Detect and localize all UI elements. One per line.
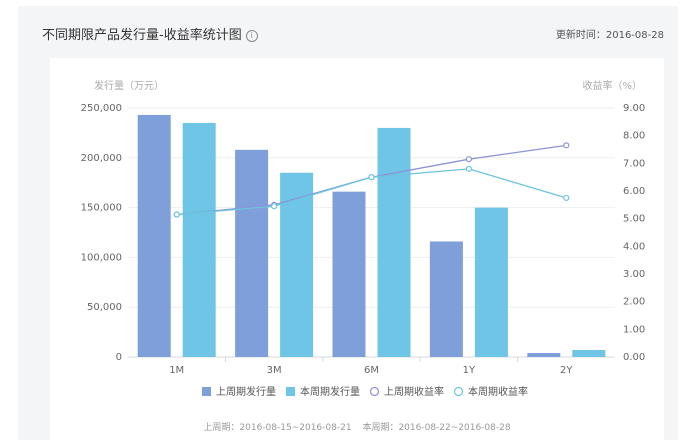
legend-swatch — [202, 387, 211, 396]
chart-card: 发行量（万元） 收益率（%） 0 50,000 100,000 150,000 200,00… — [50, 58, 664, 440]
bar-this-period — [377, 127, 411, 357]
legend-label: 本周期发行量 — [300, 385, 360, 398]
line-point — [173, 211, 180, 218]
bar-last-period — [429, 241, 463, 357]
y-tick-label-right: 1.00 — [623, 324, 645, 335]
chart-svg: 发行量（万元） 收益率（%） 0 50,000 100,000 150,000 200,00… — [81, 79, 646, 398]
bar-last-period — [527, 353, 561, 357]
update-time: 更新时间：2016-08-28 — [555, 30, 664, 41]
y-tick-label-left: 200,000 — [81, 153, 122, 164]
y-tick-label-left: 0 — [116, 352, 122, 363]
legend-swatch — [453, 386, 464, 397]
line-point — [271, 203, 278, 210]
bar-last-period — [332, 191, 366, 357]
bar-this-period — [572, 350, 606, 357]
bar-this-period — [182, 122, 216, 357]
y-tick-label-right: 3.00 — [623, 269, 645, 280]
line-point — [368, 174, 375, 181]
y-tick-label-right: 7.00 — [623, 158, 645, 169]
bar-last-period — [137, 114, 171, 357]
bar-this-period — [474, 207, 508, 357]
y-tick-label-right: 9.00 — [623, 103, 645, 114]
bar-this-period — [280, 172, 314, 357]
y-tick-label-right: 8.00 — [623, 131, 645, 142]
y-axis-title-right: 收益率（%） — [582, 79, 642, 92]
line-point — [563, 194, 570, 202]
chart-title: 不同期限产品发行量-收益率统计图 i — [42, 24, 258, 43]
info-icon[interactable]: i — [245, 30, 258, 42]
y-tick-label-right: 0.00 — [623, 352, 645, 363]
x-tick-label: 1M — [169, 365, 184, 376]
chart-title-text: 不同期限产品发行量-收益率统计图 — [42, 28, 242, 43]
x-tick-label: 2Y — [560, 365, 573, 376]
y-tick-label-left: 150,000 — [81, 203, 122, 214]
x-tick-label: 3M — [267, 365, 282, 376]
chart-panel: 不同期限产品发行量-收益率统计图 i 更新时间：2016-08-28 发行量（万元… — [18, 6, 678, 440]
x-tick-label: 1Y — [463, 365, 476, 376]
y-tick-label-right: 6.00 — [623, 186, 645, 197]
y-tick-label-left: 100,000 — [81, 252, 122, 263]
x-tick-label: 6M — [364, 365, 379, 376]
y-tick-label-right: 4.00 — [623, 241, 645, 252]
legend-swatch — [286, 387, 295, 396]
legend-label: 本周期收益率 — [468, 385, 528, 398]
bar-last-period — [235, 149, 269, 357]
y-tick-label-left: 50,000 — [87, 302, 122, 313]
legend-label: 上周期收益率 — [384, 385, 444, 398]
line-point — [563, 142, 570, 149]
y-tick-label-right: 2.00 — [623, 297, 645, 308]
y-tick-label-left: 250,000 — [81, 103, 122, 114]
line-point — [465, 165, 472, 172]
this-period-range: 本周期：2016-08-22~2016-08-28 — [362, 423, 511, 433]
y-tick-label-right: 5.00 — [623, 214, 645, 225]
line-point — [465, 156, 472, 163]
period-note: 上周期：2016-08-15~2016-08-21 本周期：2016-08-22… — [50, 420, 664, 433]
last-period-range: 上周期：2016-08-15~2016-08-21 — [203, 423, 352, 433]
y-axis-title-left: 发行量（万元） — [94, 79, 164, 92]
legend-swatch — [369, 386, 380, 397]
legend-label: 上周期发行量 — [216, 385, 276, 398]
